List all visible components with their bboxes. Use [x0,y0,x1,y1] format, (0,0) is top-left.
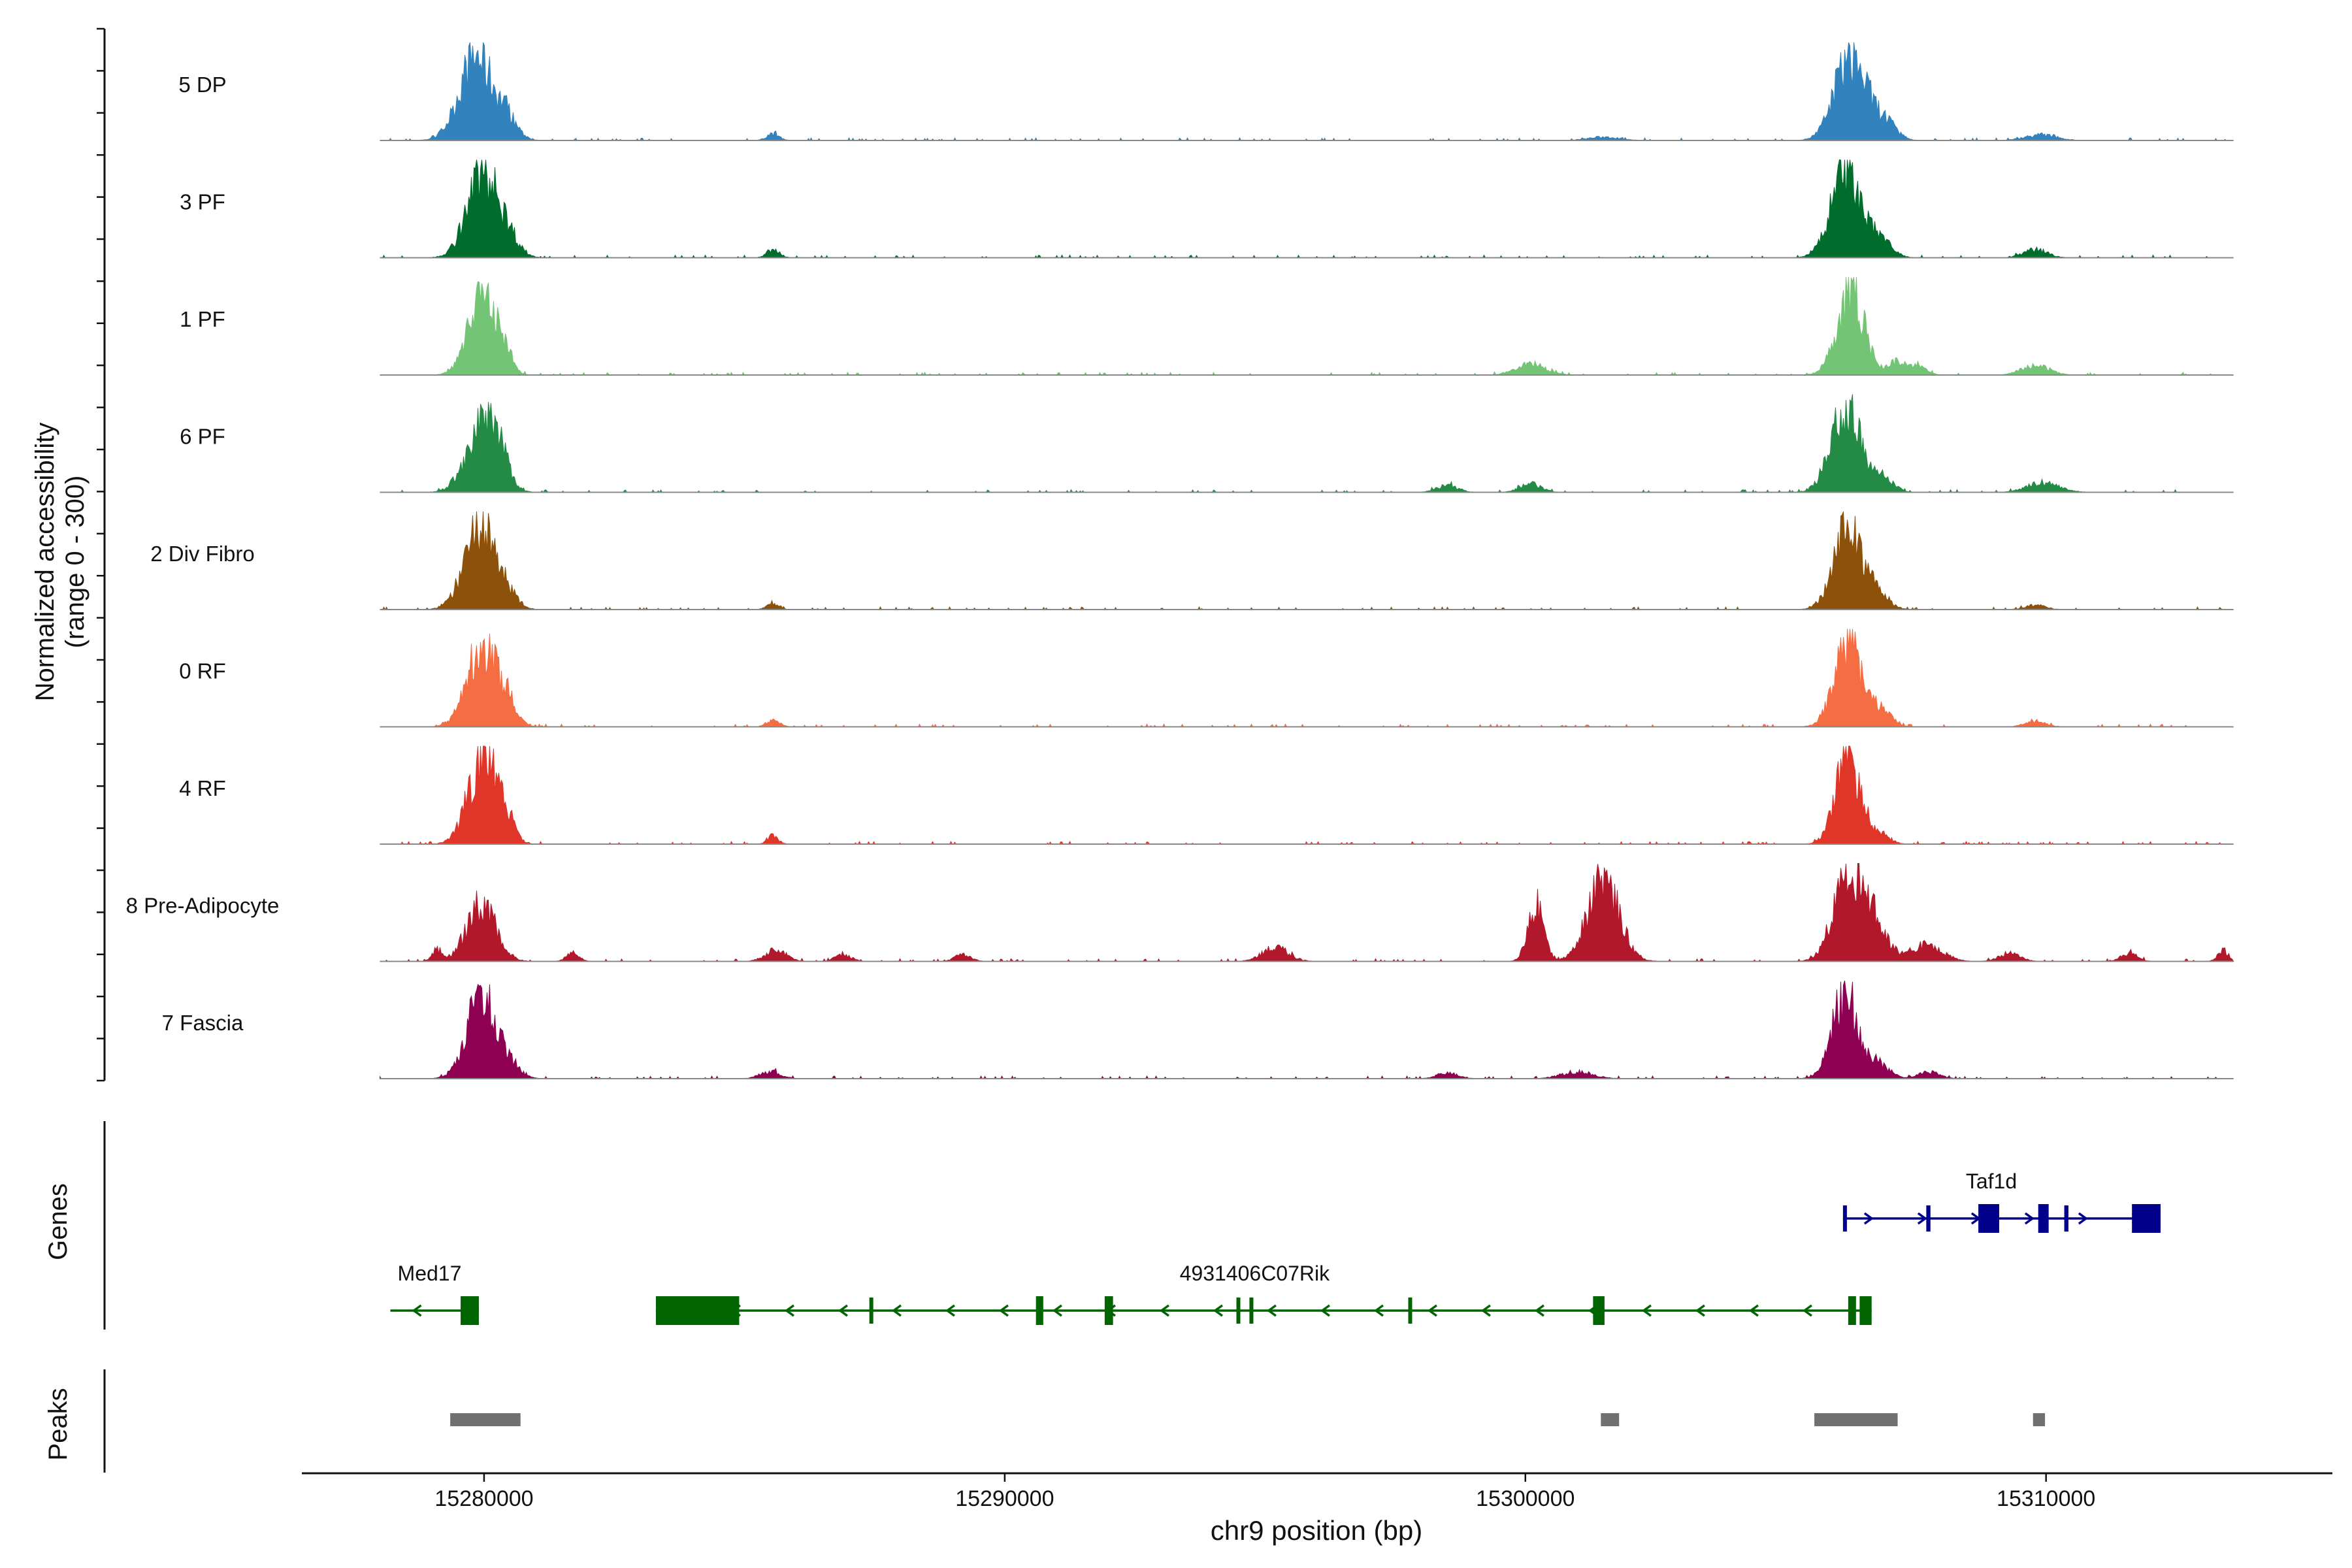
track-label-8-pre-adipocyte: 8 Pre-Adipocyte [126,894,280,918]
strand-arrow [1641,1304,1652,1317]
strand-arrow [1427,1304,1437,1317]
gene-exon [1408,1298,1413,1324]
track-label-2-div-fibro: 2 Div Fibro [150,542,255,566]
strand-arrow [1213,1304,1223,1317]
track-label-7-fascia: 7 Fascia [162,1011,244,1035]
y-axis-label-line2: (range 0 - 300) [61,476,90,649]
strand-arrow [945,1304,955,1317]
peak-region [1814,1413,1898,1426]
x-tick-label: 15280000 [434,1486,533,1511]
coverage-area-3-pf [380,159,2234,259]
x-axis-label: chr9 position (bp) [1211,1515,1423,1546]
gene-exon [1859,1296,1872,1325]
gene-exon [1104,1296,1113,1325]
coverage-area-1-pf [380,276,2234,376]
track-4-rf: 4 RF [179,745,2234,845]
gene-exon [1848,1296,1856,1325]
strand-arrow [1917,1212,1927,1225]
strand-arrow [784,1304,794,1317]
strand-arrow [412,1304,422,1317]
strand-arrow [1534,1304,1544,1317]
gene-label-med17: Med17 [398,1262,462,1285]
coverage-area-2-div-fibro [380,511,2234,611]
strand-arrow [838,1304,848,1317]
gene-exon [869,1298,874,1324]
axes: 15280000 15290000 15300000 15310000 [97,27,2332,1511]
track-3-pf: 3 PF [180,159,2234,259]
track-8-pre-adipocyte: 8 Pre-Adipocyte [126,863,2234,962]
strand-arrow [2078,1212,2088,1225]
track-label-6-pf: 6 PF [180,425,225,449]
gene-exon [461,1296,479,1325]
coverage-area-4-rf [380,745,2234,845]
peaks-track-label: Peaks [44,1388,73,1460]
strand-arrow [1480,1304,1491,1317]
strand-arrow [1320,1304,1330,1317]
peak-region [2033,1413,2046,1426]
gene-4931406c07rik: 4931406C07Rik [655,1262,1872,1325]
y-axis-label-line1: Normalized accessibility [31,423,59,702]
strand-arrow [1266,1304,1277,1317]
strand-arrow [1802,1304,1812,1317]
strand-arrow [1052,1304,1062,1317]
track-label-5-dp: 5 DP [178,73,226,97]
peak-region [450,1413,521,1426]
strand-arrow [998,1304,1009,1317]
strand-arrow [1863,1212,1874,1225]
strand-arrow [1159,1304,1169,1317]
gene-exon [2064,1205,2068,1232]
gene-exon [2038,1204,2049,1233]
gene-exon [1593,1296,1605,1325]
coverage-area-0-rf [380,629,2234,728]
gene-exon [2132,1204,2161,1233]
track-2-div-fibro: 2 Div Fibro [150,511,2234,611]
genes-track-label: Genes [44,1183,73,1260]
x-tick-label: 15310000 [1997,1486,2095,1511]
strand-arrow [1748,1304,1759,1317]
coverage-tracks: 5 DP 3 PF 1 PF 6 PF 2 Div Fibro 0 RF 4 RF 8 Pre… [126,42,2234,1079]
gene-label-taf1d: Taf1d [1966,1169,2017,1193]
gene-annotation-track: Taf1d Med17 4931406C07Rik [390,1169,2161,1325]
gene-exon [1842,1205,1847,1232]
coverage-area-8-pre-adipocyte [380,863,2234,962]
gene-exon [1978,1204,1999,1233]
gene-label-4931406c07rik: 4931406C07Rik [1180,1262,1331,1285]
gene-exon [1036,1296,1043,1325]
track-label-1-pf: 1 PF [180,307,225,331]
coverage-area-5-dp [380,42,2234,141]
track-label-0-rf: 0 RF [179,659,226,683]
strand-arrow [1695,1304,1705,1317]
strand-arrow [2024,1212,2034,1225]
peak-region-track [450,1413,2046,1426]
gene-exon [655,1296,740,1325]
track-1-pf: 1 PF [180,276,2234,376]
track-label-4-rf: 4 RF [179,776,226,800]
gene-med17: Med17 [390,1262,479,1325]
strand-arrow [891,1304,902,1317]
gene-exon [1926,1205,1931,1232]
track-label-3-pf: 3 PF [180,190,225,214]
peak-region [1601,1413,1620,1426]
gene-exon [1236,1298,1241,1324]
track-5-dp: 5 DP [178,42,2234,141]
track-6-pf: 6 PF [180,394,2234,493]
gene-taf1d: Taf1d [1842,1169,2161,1233]
strand-arrow [1373,1304,1384,1317]
track-7-fascia: 7 Fascia [162,980,2234,1079]
track-0-rf: 0 RF [179,629,2234,728]
coverage-area-6-pf [380,394,2234,493]
gene-exon [1249,1298,1254,1324]
coverage-area-7-fascia [380,980,2234,1079]
x-tick-label: 15290000 [955,1486,1054,1511]
x-tick-label: 15300000 [1476,1486,1575,1511]
